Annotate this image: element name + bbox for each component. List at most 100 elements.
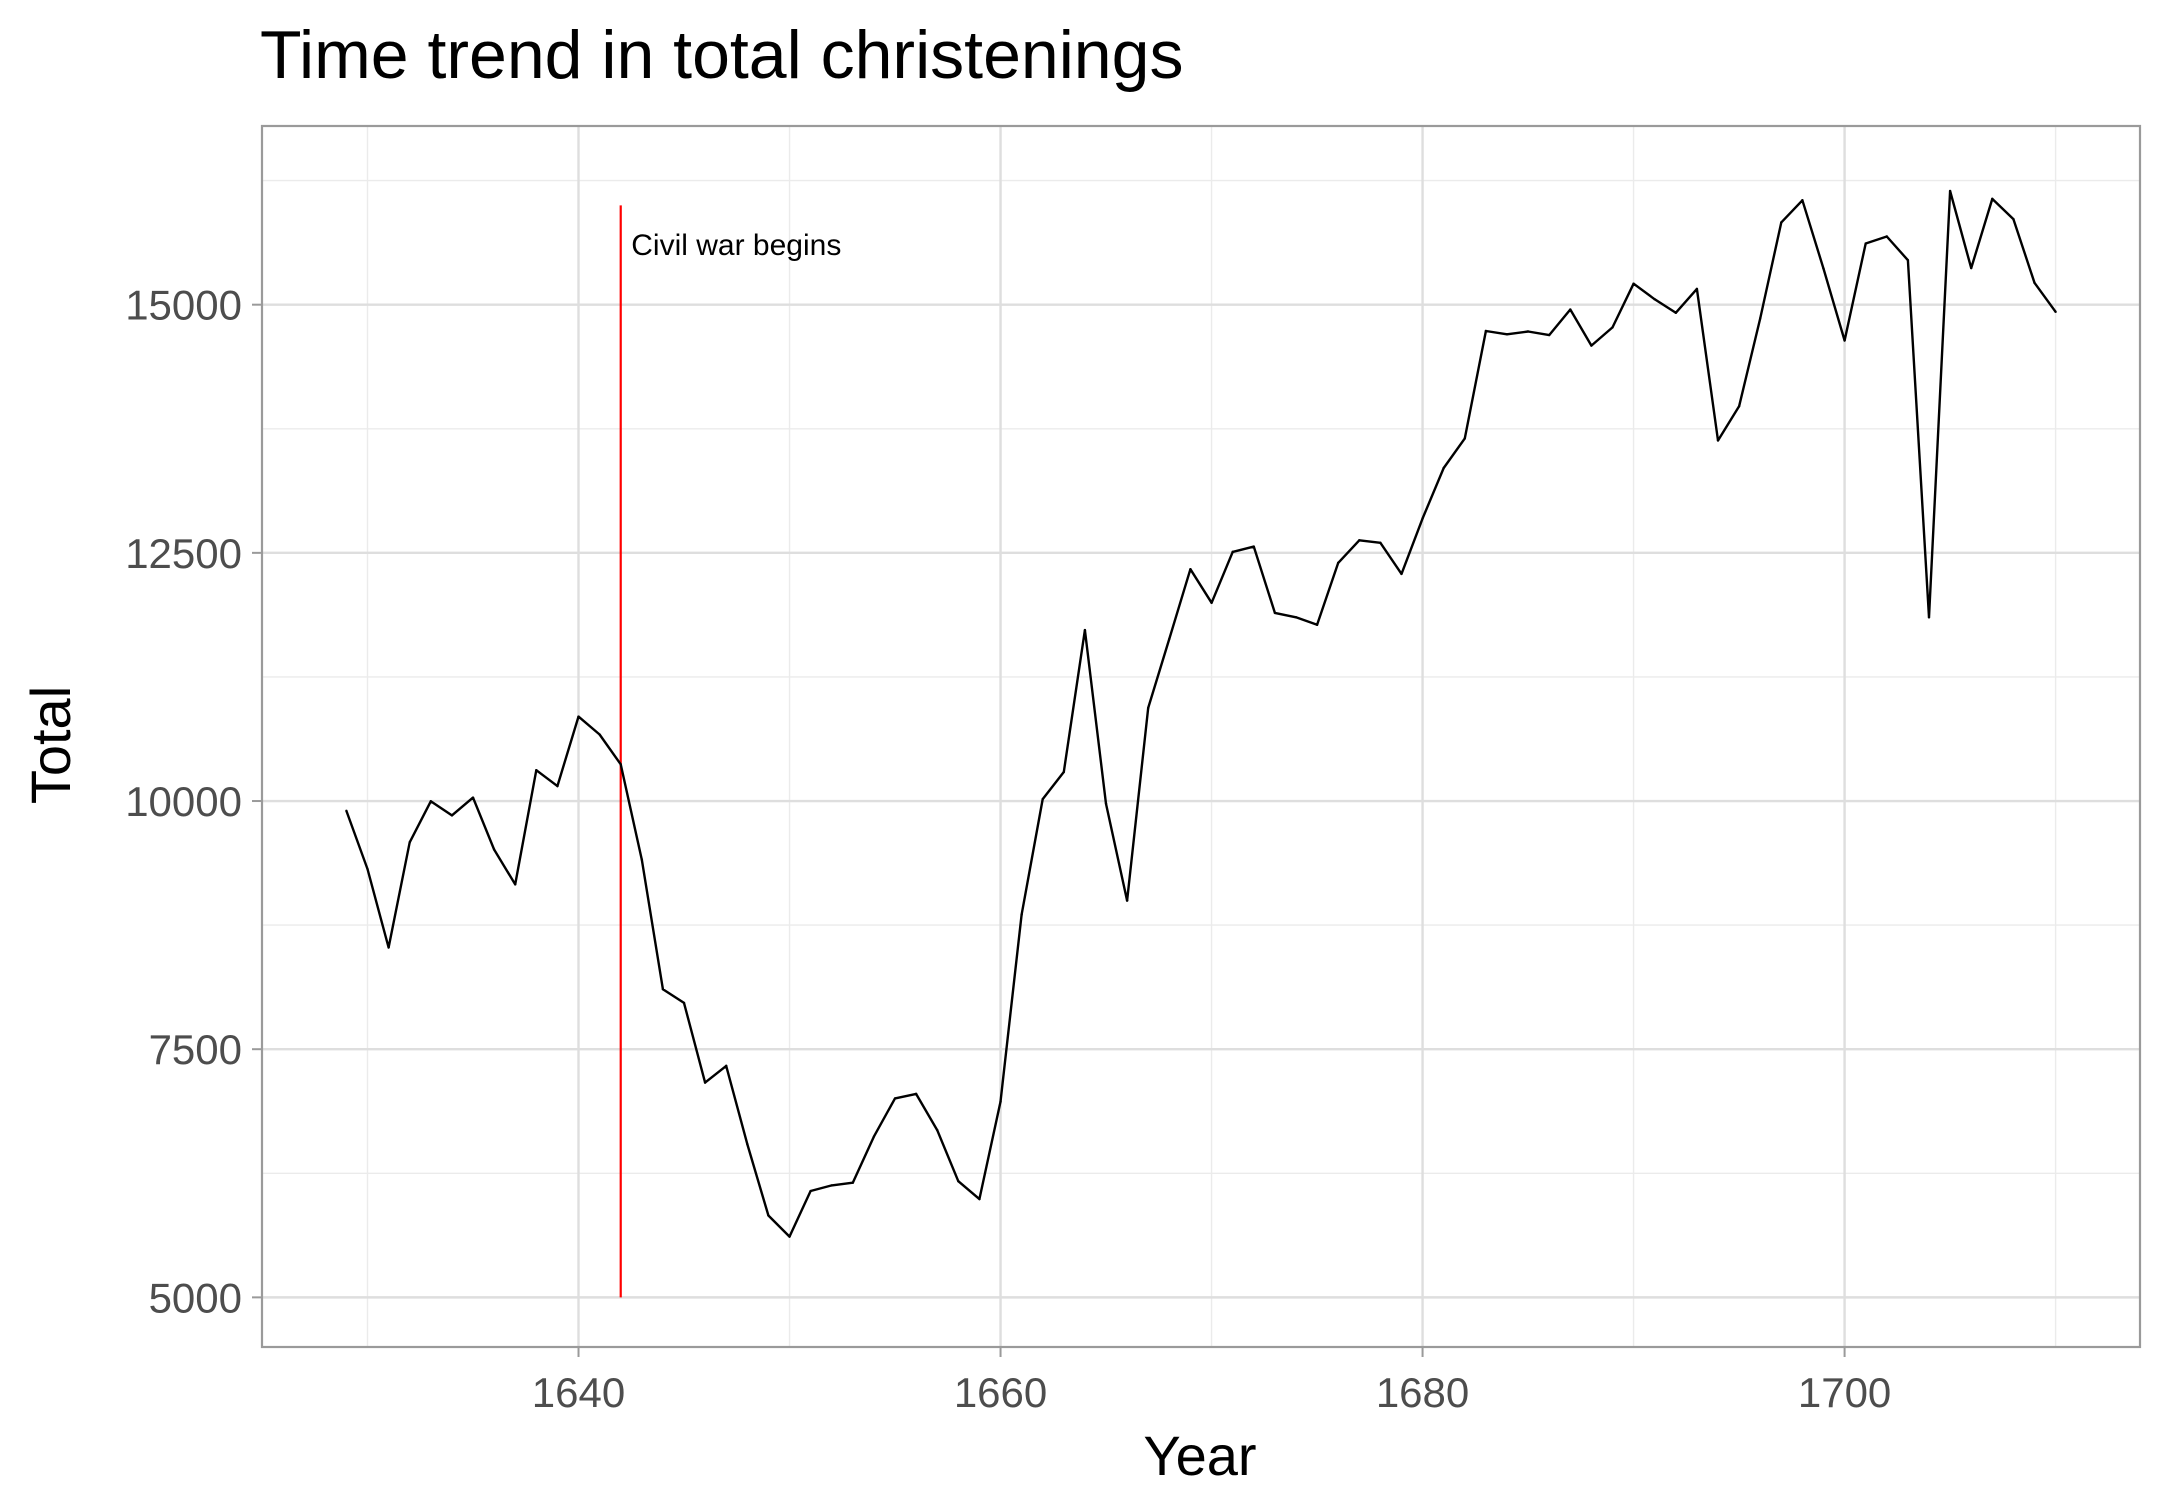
data-point	[1252, 545, 1255, 548]
chart-title: Time trend in total christenings	[260, 17, 1183, 93]
data-point	[366, 867, 369, 871]
data-point	[725, 1064, 728, 1068]
data-point	[514, 883, 517, 886]
data-point	[1147, 706, 1150, 710]
series-layer	[345, 189, 2057, 1238]
data-point	[936, 1128, 939, 1132]
data-point	[1294, 616, 1298, 619]
data-point	[1843, 339, 1846, 342]
data-point	[1336, 561, 1340, 565]
minor-gridlines	[262, 126, 2140, 1347]
x-tick-label: 1660	[954, 1369, 1047, 1416]
data-point	[1484, 329, 1488, 333]
data-point	[1801, 199, 1804, 202]
data-point	[1041, 797, 1044, 801]
data-point	[1083, 628, 1087, 632]
data-point	[408, 841, 411, 844]
major-gridlines	[262, 126, 2140, 1347]
data-point	[703, 1081, 707, 1084]
data-point	[1358, 539, 1361, 542]
data-point	[1822, 267, 1825, 270]
data-point	[450, 814, 454, 817]
data-point	[1632, 282, 1635, 285]
y-axis-ticks: 5000 7500 10000 12500 15000	[125, 282, 262, 1321]
data-point	[1189, 568, 1192, 571]
data-point	[1315, 623, 1319, 627]
data-point	[1020, 913, 1023, 916]
data-point	[1463, 437, 1466, 440]
data-point	[788, 1235, 791, 1238]
data-point	[957, 1180, 960, 1183]
data-point	[999, 1100, 1002, 1103]
data-point	[1611, 326, 1614, 329]
y-tick-label: 5000	[149, 1274, 242, 1321]
annotation-layer: Civil war begins	[619, 205, 841, 1298]
data-point	[1716, 439, 1720, 442]
data-point	[1969, 266, 1973, 270]
civil-war-annotation-label: Civil war begins	[631, 229, 841, 262]
data-point	[1379, 541, 1382, 545]
data-point	[1210, 601, 1213, 604]
data-point	[2054, 310, 2057, 314]
data-point	[1590, 344, 1593, 347]
data-point	[429, 800, 433, 803]
data-point	[1927, 616, 1931, 619]
data-point	[830, 1184, 833, 1187]
data-point	[809, 1189, 812, 1193]
data-point	[2012, 217, 2015, 221]
data-point	[1442, 466, 1445, 470]
data-point	[1991, 197, 1994, 201]
data-point	[851, 1181, 855, 1184]
data-point	[978, 1197, 981, 1201]
data-point	[1104, 802, 1108, 806]
data-point	[872, 1135, 876, 1138]
data-point	[492, 848, 496, 851]
data-point	[1653, 298, 1656, 301]
panel-border	[260, 124, 2142, 1349]
data-point	[1885, 235, 1888, 238]
data-point	[1400, 572, 1403, 576]
y-axis-title: Total	[19, 686, 82, 804]
data-point	[556, 784, 559, 788]
data-point	[1569, 308, 1572, 311]
y-tick-label: 10000	[125, 778, 242, 825]
data-point	[1695, 287, 1699, 291]
x-tick-label: 1640	[532, 1369, 625, 1416]
data-point	[1421, 517, 1424, 520]
x-axis-title: Year	[1143, 1424, 1256, 1487]
x-tick-label: 1700	[1798, 1369, 1891, 1416]
data-point	[471, 796, 475, 799]
x-tick-label: 1680	[1376, 1369, 1469, 1416]
data-point	[387, 946, 390, 949]
data-point	[1125, 899, 1129, 902]
data-point	[1526, 330, 1530, 333]
data-point	[535, 768, 538, 772]
data-point	[1737, 405, 1741, 408]
data-point	[661, 988, 665, 991]
data-point	[1948, 189, 1952, 193]
y-tick-label: 12500	[125, 530, 242, 577]
data-point	[767, 1214, 770, 1217]
data-point	[1547, 333, 1551, 337]
data-point	[1758, 317, 1762, 320]
data-point	[1273, 611, 1277, 615]
data-point	[1168, 637, 1171, 641]
data-point	[682, 1001, 686, 1005]
christenings-series-line	[345, 189, 2057, 1238]
data-point	[619, 763, 622, 766]
data-point	[345, 809, 348, 813]
data-point	[640, 858, 644, 861]
data-point	[1062, 770, 1066, 774]
data-point	[893, 1097, 897, 1100]
data-point	[1231, 550, 1234, 554]
data-point	[1864, 242, 1867, 245]
data-point	[1505, 333, 1509, 336]
data-point	[1906, 259, 1910, 262]
data-point	[746, 1142, 749, 1146]
data-point	[2033, 281, 2036, 285]
y-tick-label: 15000	[125, 282, 242, 329]
data-point	[577, 715, 580, 718]
data-point	[1780, 221, 1783, 224]
